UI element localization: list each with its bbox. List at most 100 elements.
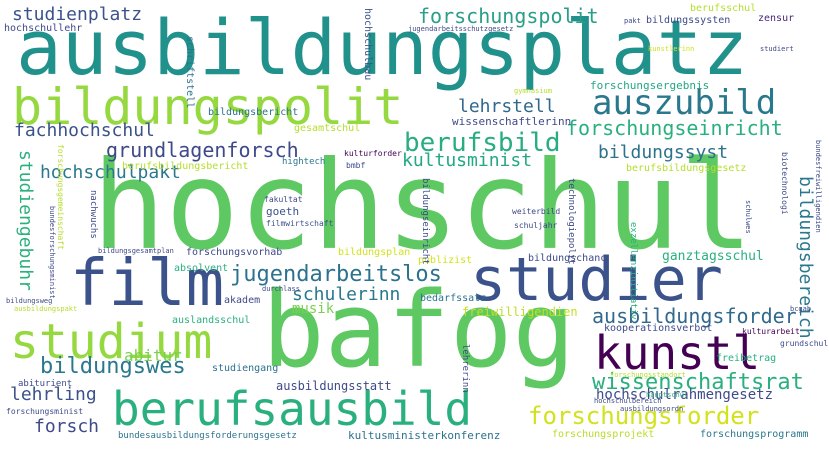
word-bildungssysten: bildungssysten bbox=[646, 15, 731, 26]
word-durchlass: durchlass bbox=[262, 285, 300, 293]
word-berufsbild: berufsbild bbox=[404, 128, 561, 158]
word-bafog: bafog bbox=[262, 269, 576, 391]
word-hochschulbereich: hochschulbereich bbox=[594, 397, 662, 405]
word-jugendarbeitsschutzgesetz: jugendarbeitsschutzgesetz bbox=[408, 25, 514, 33]
word-kultusminist: kultusminist bbox=[402, 150, 533, 171]
word-pakt: pakt bbox=[624, 17, 641, 25]
word-bildungsweg: bildungsweg bbox=[6, 297, 53, 305]
word-ausbildungspakt: ausbildungspakt bbox=[14, 305, 78, 313]
word-wissenschaftlerinn: wissenschaftlerinn bbox=[452, 115, 572, 128]
word-studiengang: studiengang bbox=[212, 363, 279, 374]
word-bildungspolit: bildungspolit bbox=[12, 78, 404, 136]
word-lehrerinn: lehrerinn bbox=[460, 344, 470, 393]
word-jugendarbeitslos: jugendarbeitslos bbox=[230, 262, 442, 287]
word-bundesausbildungsforderungsgesetz: bundesausbildungsforderungsgesetz bbox=[118, 431, 297, 441]
word-ausbildungsplatz: ausbildungsplatz bbox=[16, 3, 749, 92]
word-hochschulrahmengesetz: hochschulrahmengesetz bbox=[596, 387, 774, 403]
word-forschungspolit: forschungspolit bbox=[418, 4, 599, 28]
word-kulturarbeit: kulturarbeit bbox=[742, 327, 800, 336]
word-forschungsgemeinschaft: forschungsgemeinschaft bbox=[56, 144, 65, 250]
word-gesamtschul: gesamtschul bbox=[294, 123, 361, 134]
word-auszubild: auszubild bbox=[592, 83, 777, 123]
word-ausbildungsordn: ausbildungsordn bbox=[620, 405, 684, 413]
word-hightech: hightech bbox=[282, 157, 326, 167]
word-auslandsschul: auslandsschul bbox=[172, 315, 251, 326]
word-forsch: forsch bbox=[34, 416, 100, 437]
word-bildungssyst: bildungssyst bbox=[598, 142, 729, 163]
word-bildungseinricht: bildungseinricht bbox=[420, 178, 430, 265]
word-fakultat: fakultat bbox=[264, 195, 303, 204]
word-forschungseinricht: forschungseinricht bbox=[566, 116, 783, 140]
word-lehrling: lehrling bbox=[10, 384, 97, 405]
word-exzellenzinitiativ: exzellenzinitiativ bbox=[628, 222, 638, 320]
word-bildungsbereich: bildungsbereich bbox=[795, 176, 816, 339]
word-schulerinn: schulerinn bbox=[292, 284, 401, 305]
word-ausbildungsstatt: ausbildungsstatt bbox=[276, 379, 392, 393]
word-freibetrag: freibetrag bbox=[716, 353, 777, 364]
word-berufsbildungsgesetz: berufsbildungsgesetz bbox=[626, 163, 747, 174]
word-forschungsprogramm: forschungsprogramm bbox=[700, 429, 809, 440]
word-hauptschul: hauptschul bbox=[646, 391, 689, 399]
word-berufsausbild: berufsausbild bbox=[112, 382, 473, 436]
word-studier: studier bbox=[470, 245, 723, 315]
word-bildungswes: bildungswes bbox=[40, 354, 186, 379]
word-schriftstell: schriftstell bbox=[184, 36, 195, 109]
word-forschungsstandort: forschungsstandort bbox=[610, 371, 686, 379]
word-biotechnologi: biotechnologi bbox=[780, 152, 789, 215]
word-kunstl: kunstl bbox=[594, 326, 761, 380]
word-grundschul: grundschul bbox=[780, 339, 829, 348]
word-bundesfreiwilligendien: bundesfreiwilligendien bbox=[814, 140, 822, 233]
word-kultusministerkonferenz: kultusministerkonferenz bbox=[348, 429, 501, 442]
word-forschungsminist: forschungsminist bbox=[6, 407, 84, 416]
word-hochschul: hochschul bbox=[92, 135, 754, 277]
word-berufsschul: berufsschul bbox=[690, 3, 757, 14]
word-bmbf: bmbf bbox=[346, 161, 366, 170]
word-studium: studium bbox=[10, 314, 213, 370]
word-musik: musik bbox=[292, 301, 335, 317]
word-studiengebuhr: studiengebuhr bbox=[15, 150, 36, 291]
word-forschungsprojekt: forschungsprojekt bbox=[552, 429, 655, 440]
word-wissenschaftsrat: wissenschaftsrat bbox=[592, 370, 804, 395]
word-hochschulpakt: hochschulpakt bbox=[40, 162, 181, 183]
word-fachhochschul: fachhochschul bbox=[14, 120, 155, 141]
word-bildungschanc: bildungschanc bbox=[528, 253, 607, 264]
word-grundlagenforsch: grundlagenforsch bbox=[106, 138, 299, 162]
word-bundesforschungsminist: bundesforschungsminist bbox=[48, 206, 56, 299]
word-kulturforder: kulturforder bbox=[344, 149, 402, 158]
word-schuljahr: schuljahr bbox=[514, 221, 558, 230]
word-zensur: zensur bbox=[758, 13, 795, 24]
word-forschungsergebnis: forschungsergebnis bbox=[590, 79, 710, 92]
word-ausbildungsforder: ausbildungsforder bbox=[592, 304, 797, 328]
word-filmwirtschaft: filmwirtschaft bbox=[266, 219, 334, 228]
word-schulwes: schulwes bbox=[744, 200, 752, 234]
word-kunstlerinn: kunstlerinn bbox=[648, 45, 695, 53]
word-forschungsvorhab: forschungsvorhab bbox=[186, 247, 283, 258]
word-gymnasium: gymnasium bbox=[514, 87, 552, 95]
word-studienplatz: studienplatz bbox=[12, 4, 143, 25]
word-bcgab: bcgab bbox=[790, 305, 812, 313]
word-forschungsforder: forschungsforder bbox=[528, 402, 760, 430]
word-ganztagsschul: ganztagsschul bbox=[662, 249, 764, 264]
word-publizist: publizist bbox=[418, 255, 473, 266]
word-studiert: studiert bbox=[760, 45, 794, 53]
word-freiwilligendien: freiwilligendien bbox=[462, 305, 578, 319]
word-kooperationsverbot: kooperationsverbot bbox=[604, 323, 713, 334]
word-hochschullehr: hochschullehr bbox=[4, 23, 83, 34]
word-nachwuchs: nachwuchs bbox=[88, 190, 98, 239]
word-hochschulbau: hochschulbau bbox=[362, 8, 373, 81]
word-weiterbild: weiterbild bbox=[512, 207, 561, 216]
word-absolvent: absolvent bbox=[174, 263, 229, 274]
word-bildungsbericht: bildungsbericht bbox=[208, 107, 299, 118]
word-berufsbildungsbericht: berufsbildungsbericht bbox=[122, 161, 249, 172]
word-bedarfssatz: bedarfssatz bbox=[420, 293, 487, 304]
word-akadem: akadem bbox=[224, 295, 261, 306]
word-bildungsgesamtplan: bildungsgesamtplan bbox=[98, 247, 174, 255]
word-bildungsplan: bildungsplan bbox=[338, 247, 411, 258]
word-abitur: abitur bbox=[124, 346, 182, 365]
word-film: film bbox=[70, 247, 225, 321]
word-goeth: goeth bbox=[266, 205, 300, 218]
word-lehrstell: lehrstell bbox=[458, 96, 556, 117]
word-technologiepolit: technologiepolit bbox=[566, 178, 576, 265]
word-abiturient: abiturient bbox=[18, 379, 73, 389]
